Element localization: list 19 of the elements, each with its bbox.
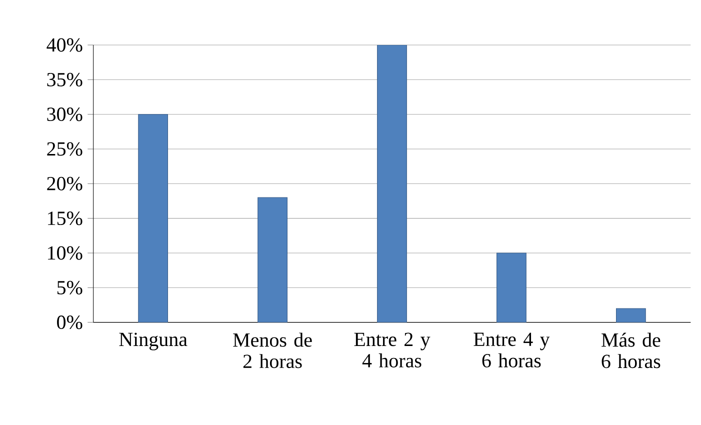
y-tick-label: 35% [47, 72, 82, 86]
x-tick-label: Menos de 2 horas [233, 332, 312, 368]
x-tick-label: Entre 2 y 4 horas [354, 332, 430, 368]
x-tick-label: Ninguna [119, 332, 188, 350]
y-tick-label: 20% [47, 176, 82, 190]
bar [138, 114, 168, 322]
bar [377, 45, 407, 322]
y-tick-label: 40% [46, 38, 82, 52]
x-tick-label: Más de 6 horas [602, 332, 660, 368]
y-tick-label: 30% [47, 108, 82, 122]
y-tick-label: 25% [47, 142, 82, 156]
bar [616, 308, 646, 322]
bar [258, 197, 288, 322]
y-tick-label: 10% [48, 246, 82, 260]
x-tick-label: Entre 4 y 6 horas [474, 332, 550, 368]
y-tick-label: 5% [57, 280, 82, 294]
y-tick-label: 15% [48, 212, 82, 226]
y-tick-label: 0% [57, 316, 82, 330]
bar [496, 252, 526, 322]
